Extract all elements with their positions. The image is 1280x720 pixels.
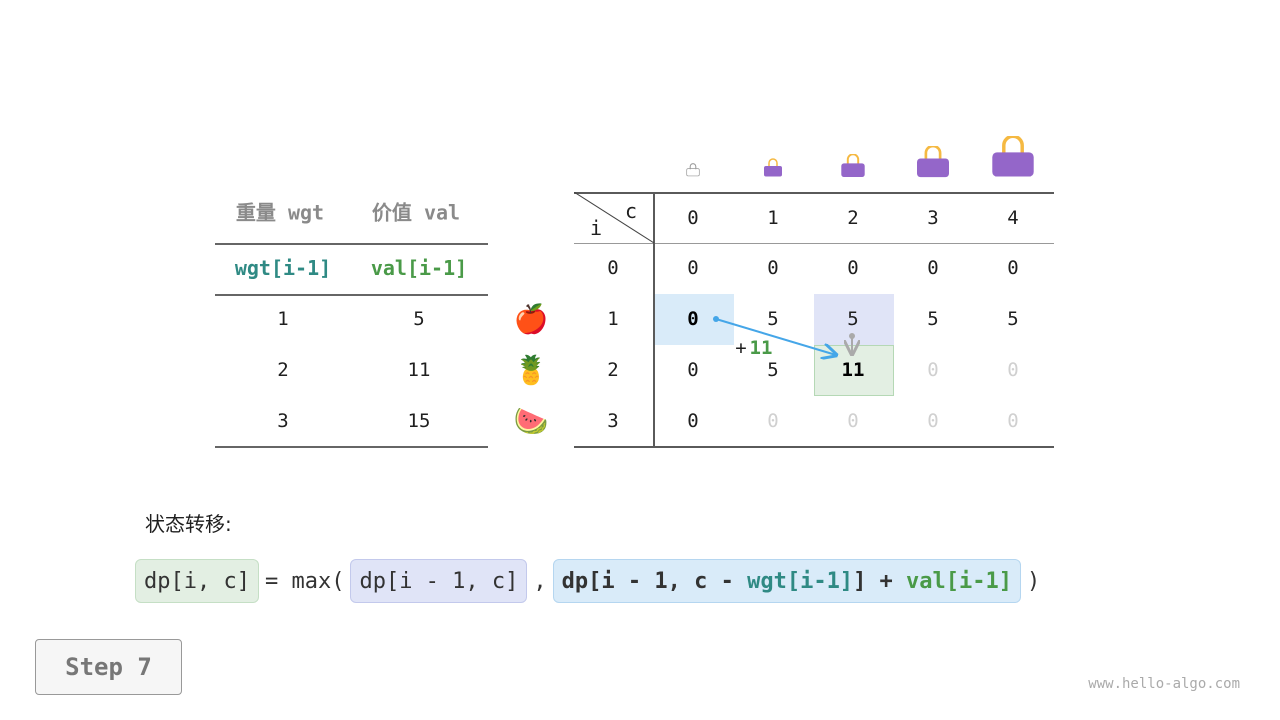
dp-cell: 0 <box>687 410 699 432</box>
dp-cell: 0 <box>687 308 699 330</box>
row-header: 0 <box>607 257 619 279</box>
dp-cell: 0 <box>1007 359 1019 381</box>
arrow-label-value: 11 <box>749 337 773 359</box>
formula-part: ] + <box>853 568 907 594</box>
step-indicator[interactable]: Step 7 <box>35 639 182 695</box>
dp-cell: 0 <box>767 410 779 432</box>
dp-cell: 0 <box>927 410 939 432</box>
dp-cell: 0 <box>767 257 779 279</box>
column-subheader: wgt[i-1] <box>234 256 332 280</box>
dp-cell: 5 <box>767 308 779 330</box>
dp-cell: 0 <box>927 359 939 381</box>
divider <box>574 243 1054 244</box>
formula-label: 状态转移: <box>145 512 232 536</box>
formula-option-diag: dp[i - 1, c - wgt[i-1]] + val[i-1] <box>552 559 1022 603</box>
formula-part: dp[i - 1, c - <box>561 568 748 594</box>
corner-diagonal <box>573 191 655 248</box>
formula-val: val[i-1] <box>906 568 1013 594</box>
dp-cell: 5 <box>927 308 939 330</box>
corner-i: i <box>589 216 603 240</box>
dp-cell: 5 <box>767 359 779 381</box>
dp-cell: 11 <box>841 359 865 381</box>
divider <box>215 243 488 245</box>
table-cell: 1 <box>277 308 289 330</box>
bag-icon <box>840 153 866 182</box>
formula: dp[i, c] = max( dp[i - 1, c] , dp[i - 1,… <box>135 559 1040 603</box>
watermelon-icon: 🍉 <box>513 404 549 438</box>
formula-wgt: wgt[i-1] <box>747 568 854 594</box>
dp-cell: 0 <box>687 257 699 279</box>
dp-cell: 0 <box>847 410 859 432</box>
table-cell: 11 <box>407 359 431 381</box>
column-header: 2 <box>847 207 859 229</box>
empty-bag-icon <box>686 162 700 182</box>
column-header: 1 <box>767 207 779 229</box>
column-header: 价值 val <box>371 200 461 225</box>
divider <box>574 446 1054 448</box>
watermark: www.hello-algo.com <box>1088 676 1240 692</box>
table-cell: 5 <box>413 308 425 330</box>
divider <box>215 294 488 296</box>
row-header: 1 <box>607 308 619 330</box>
formula-comma: , <box>533 568 547 594</box>
row-header: 2 <box>607 359 619 381</box>
pineapple-icon: 🍍 <box>513 353 549 387</box>
divider <box>574 192 1054 194</box>
dp-cell: 0 <box>1007 257 1019 279</box>
table-cell: 2 <box>277 359 289 381</box>
apple-icon: 🍎 <box>513 302 549 336</box>
bag-icon <box>763 158 783 182</box>
dp-cell: 0 <box>687 359 699 381</box>
column-header: 0 <box>687 207 699 229</box>
bag-icon <box>915 144 951 182</box>
row-header: 3 <box>607 410 619 432</box>
formula-lhs: dp[i, c] <box>135 559 259 603</box>
corner-c: c <box>624 199 638 223</box>
dp-cell: 5 <box>1007 308 1019 330</box>
column-header: 4 <box>1007 207 1019 229</box>
dp-cell: 0 <box>847 257 859 279</box>
table-cell: 3 <box>277 410 289 432</box>
formula-close: ) <box>1027 568 1041 594</box>
dp-cell: 0 <box>1007 410 1019 432</box>
arrow-label-plus: + <box>735 337 747 359</box>
column-header: 3 <box>927 207 939 229</box>
bag-icon <box>990 134 1036 182</box>
formula-option-up: dp[i - 1, c] <box>350 559 528 603</box>
dp-cell: 5 <box>847 308 859 330</box>
formula-eq: = max( <box>264 568 345 594</box>
divider <box>653 192 655 446</box>
table-cell: 15 <box>407 410 431 432</box>
divider <box>215 446 488 448</box>
column-subheader: val[i-1] <box>370 256 468 280</box>
column-header: 重量 wgt <box>235 200 325 225</box>
dp-cell: 0 <box>927 257 939 279</box>
